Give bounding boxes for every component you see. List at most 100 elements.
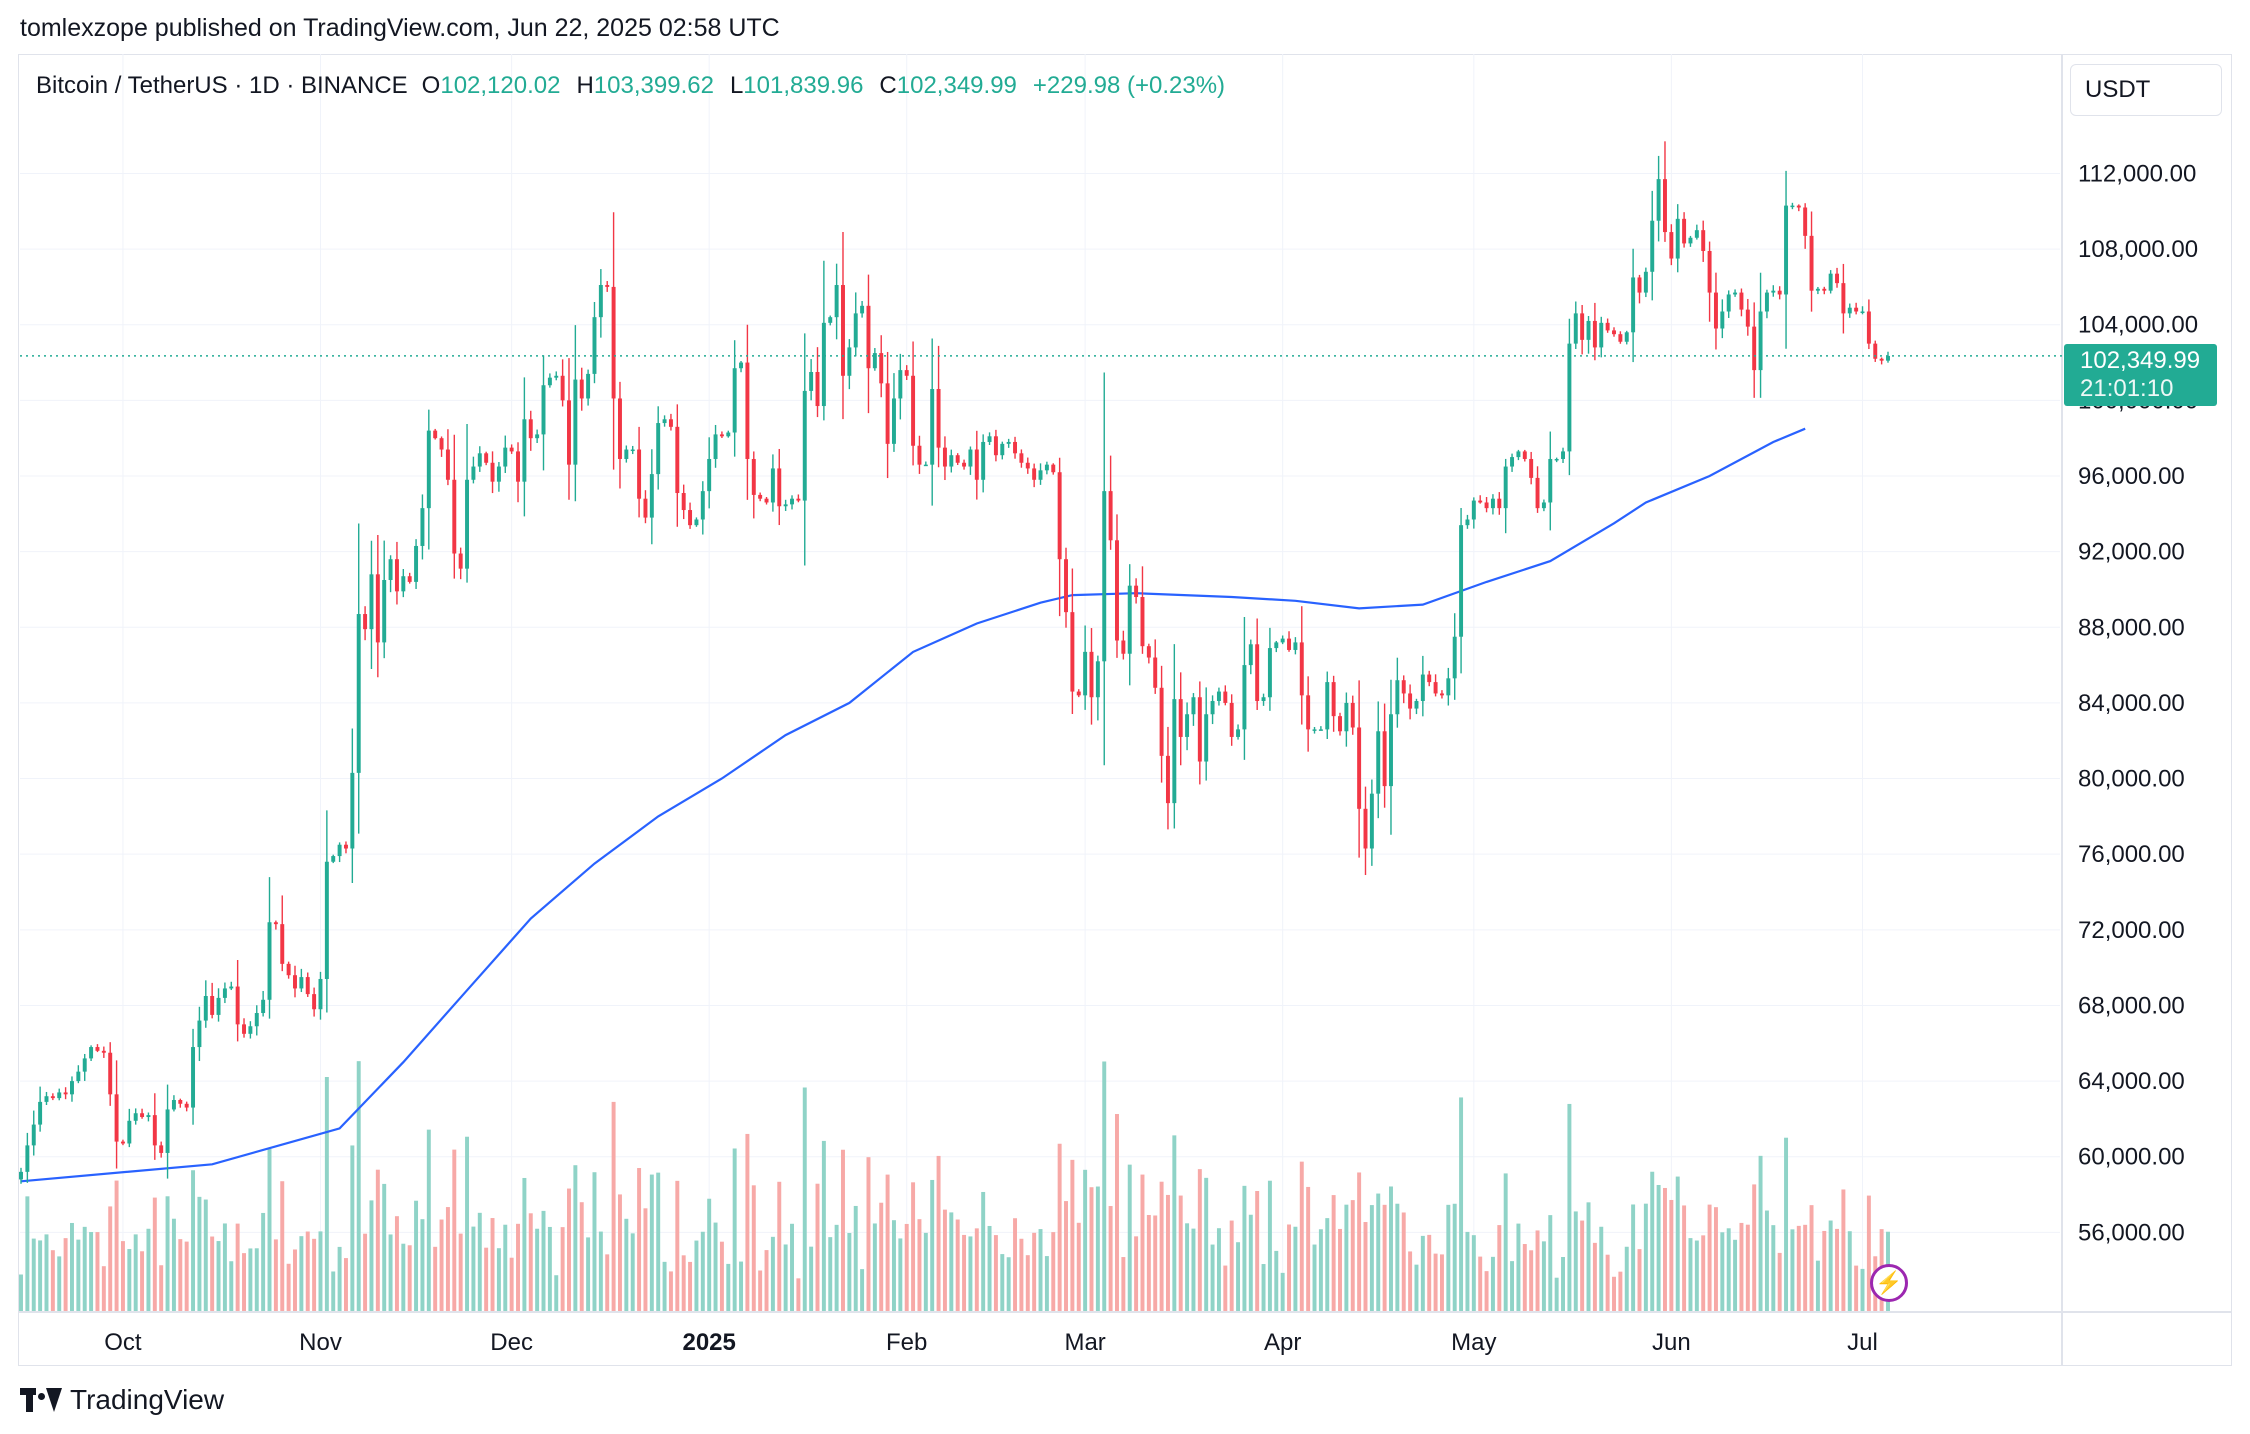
volume-bar (1726, 1228, 1731, 1312)
volume-bar (1663, 1187, 1667, 1312)
volume-bar (114, 1180, 119, 1312)
volume-bar (1764, 1210, 1769, 1312)
y-tick-label: 84,000.00 (2078, 690, 2185, 717)
volume-bar (1713, 1207, 1718, 1312)
candle-body (1338, 716, 1342, 732)
candle-body (242, 1024, 246, 1034)
candle-body (1350, 702, 1355, 728)
candle-body (668, 419, 673, 427)
volume-bar (127, 1249, 132, 1312)
x-tick-label: Dec (490, 1329, 533, 1356)
volume-bar (1522, 1244, 1527, 1312)
candle-body (1344, 702, 1349, 732)
candle-body (847, 347, 852, 376)
candle-body (318, 978, 323, 1010)
volume-bar (719, 1241, 724, 1312)
volume-bar (1344, 1204, 1349, 1312)
candle-body (235, 986, 240, 1025)
volume-bar (1745, 1224, 1750, 1312)
volume-bar (407, 1245, 412, 1312)
volume-bar (1439, 1254, 1444, 1312)
candle-body (1223, 691, 1228, 703)
y-tick-label: 104,000.00 (2078, 312, 2198, 339)
candle-body (1879, 358, 1884, 361)
candle-body (1624, 332, 1629, 342)
volume-bar (1624, 1246, 1629, 1312)
candle-body (885, 383, 890, 444)
candle-body (1803, 207, 1808, 236)
candle-body (707, 458, 712, 492)
candle-body (1650, 220, 1655, 272)
candle-body (293, 975, 297, 989)
volume-bar (171, 1218, 176, 1312)
candle-body (1713, 292, 1718, 329)
volume-bar (1350, 1200, 1355, 1312)
volume-bar (222, 1223, 227, 1312)
candle-body (516, 451, 520, 482)
candle-body (184, 1103, 189, 1108)
candle-body (617, 398, 622, 459)
volume-bar (394, 1216, 399, 1312)
candle-body (1656, 179, 1661, 221)
candle-body (974, 449, 979, 480)
candle-body (1019, 453, 1024, 463)
candle-body (1790, 205, 1795, 208)
candle-body (1841, 283, 1846, 314)
candle-body (1293, 642, 1298, 650)
volume-bar (1172, 1135, 1177, 1312)
volume-bar (273, 1239, 278, 1312)
volume-bar (764, 1250, 769, 1312)
volume-bar (739, 1261, 744, 1312)
volume-bar (815, 1183, 820, 1312)
candle-body (866, 305, 871, 369)
volume-bar (1032, 1232, 1037, 1312)
candle-body (1025, 462, 1030, 469)
symbol-name[interactable]: Bitcoin / TetherUS · 1D · BINANCE (36, 72, 408, 99)
candle-body (114, 1094, 119, 1142)
candle-body (108, 1052, 113, 1095)
volume-bar (1076, 1222, 1081, 1312)
volume-bar (1631, 1204, 1636, 1312)
volume-bar (140, 1251, 145, 1312)
volume-bar (120, 1241, 125, 1312)
candle-body (1439, 693, 1444, 696)
candle-body (1102, 491, 1107, 662)
volume-bar (1694, 1240, 1699, 1312)
x-tick-label: Mar (1064, 1329, 1105, 1356)
candle-body (1446, 678, 1451, 696)
candle-body (426, 430, 431, 509)
close-label: C (879, 72, 897, 99)
volume-bar (860, 1269, 865, 1312)
candle-body (331, 856, 336, 862)
candle-body (1490, 498, 1495, 509)
volume-bar (751, 1185, 756, 1312)
volume-bar (1758, 1155, 1763, 1312)
candle-body (1733, 292, 1738, 295)
volume-bar (1465, 1231, 1470, 1312)
volume-bar (598, 1231, 603, 1312)
footer-brand[interactable]: TradingView (20, 1384, 224, 1416)
price-chart[interactable]: 56,000.00 60,000.00 64,000.00 68,000.00 72,0… (0, 0, 2250, 1380)
volume-bar (611, 1101, 616, 1312)
volume-bar (904, 1223, 909, 1312)
currency-button[interactable]: USDT (2070, 64, 2222, 116)
volume-bar (567, 1188, 571, 1312)
volume-bar (1784, 1137, 1789, 1312)
volume-bar (1739, 1222, 1744, 1312)
candle-body (1459, 525, 1464, 637)
lightning-icon[interactable]: ⚡ (1870, 1264, 1908, 1302)
candle-body (917, 445, 922, 465)
volume-bar (1401, 1212, 1406, 1312)
volume-bar (637, 1168, 642, 1312)
candle-body (445, 449, 450, 480)
volume-bar (490, 1218, 495, 1312)
candle-body (955, 455, 960, 463)
candle-body (254, 1013, 259, 1027)
volume-bar (656, 1172, 661, 1312)
volume-bar (1503, 1173, 1508, 1312)
candle-body (1185, 714, 1190, 737)
candle-body (1643, 271, 1648, 293)
volume-bar (694, 1240, 699, 1312)
volume-bar (872, 1223, 877, 1312)
volume-bar (25, 1196, 30, 1312)
